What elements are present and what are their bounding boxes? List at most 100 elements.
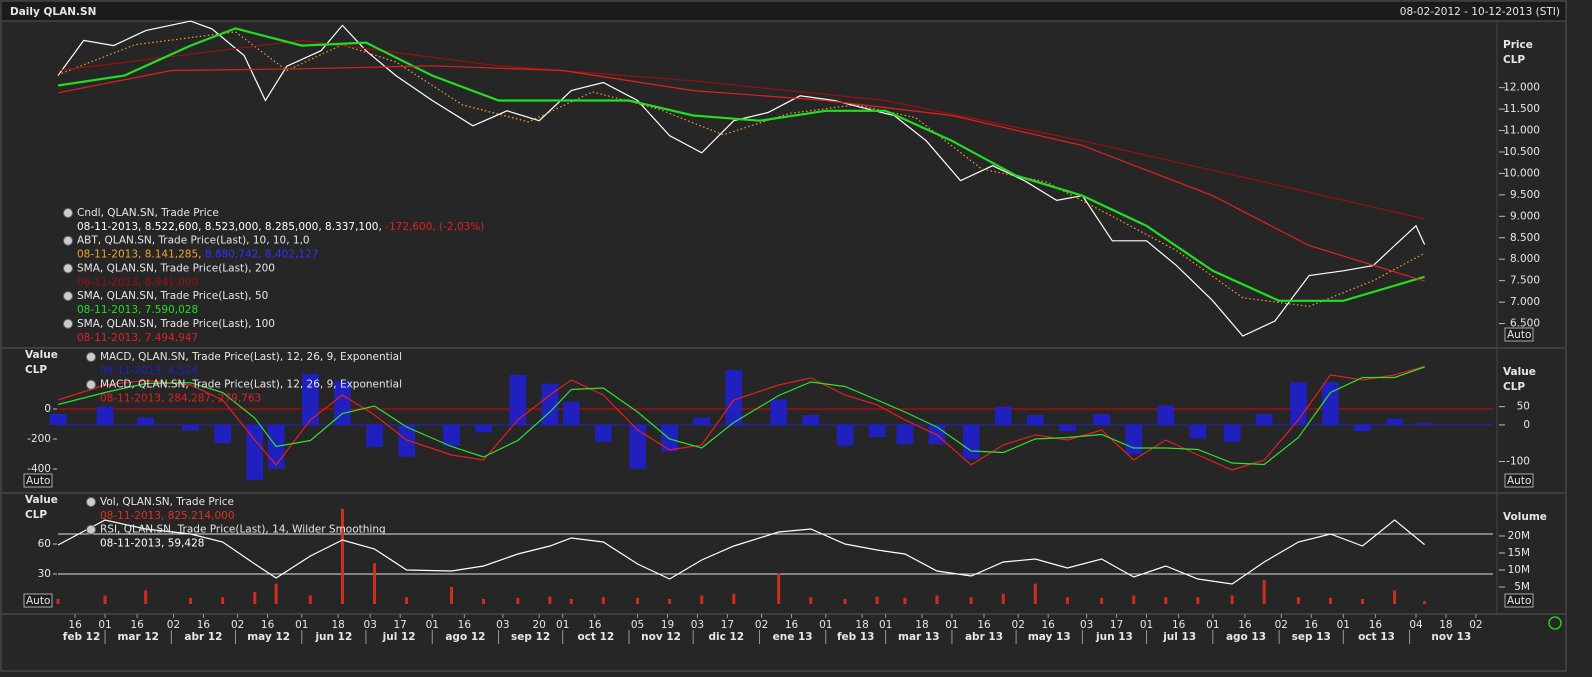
chart-title: Daily QLAN.SN (10, 6, 96, 18)
bar (700, 595, 704, 604)
x-tick-label: 16 (197, 619, 211, 631)
x-tick-label: 18 (331, 619, 344, 631)
x-tick-label: 16 (1172, 619, 1186, 631)
x-tick-label: 16 (68, 619, 82, 631)
y2-tick-label: 5M (1514, 581, 1530, 593)
auto-button[interactable] (23, 593, 53, 608)
legend-name: SMA, QLAN.SN, Trade Price(Last), 200 (77, 262, 275, 274)
bar (569, 598, 573, 604)
bar (1230, 595, 1234, 604)
month-label: oct 12 (577, 631, 614, 643)
bar (777, 573, 781, 604)
bar (725, 370, 743, 425)
y-axis-label: Value (25, 494, 58, 506)
auto-button-label[interactable]: Auto (1507, 595, 1531, 607)
legend-icon (63, 263, 73, 274)
bar (548, 596, 552, 604)
bar (636, 597, 640, 604)
x-tick-label: 01 (1140, 619, 1153, 631)
bar (1196, 597, 1200, 604)
y-tick-label: 11.500 (1503, 103, 1540, 115)
auto-button-label[interactable]: Auto (1507, 329, 1531, 341)
y-tick-label: 30 (38, 568, 51, 580)
month-label: jun 13 (1095, 631, 1133, 643)
bar (843, 598, 847, 604)
month-label: sep 13 (1292, 631, 1331, 643)
series-line (57, 20, 1426, 337)
auto-button-label[interactable]: Auto (1507, 475, 1531, 487)
date-range: 08-02-2012 - 10-12-2013 (STI) (1400, 6, 1560, 18)
bar (482, 598, 486, 604)
x-tick-label: 02 (1012, 619, 1025, 631)
bar (896, 424, 914, 445)
x-tick-label: 17 (721, 619, 734, 631)
auto-button-label[interactable]: Auto (26, 475, 50, 487)
y-axis-label: Price (1503, 39, 1533, 51)
x-tick-label: 01 (1206, 619, 1219, 631)
x-tick-label: 18 (915, 619, 928, 631)
y2-tick-label: 0 (1523, 419, 1530, 431)
legend-icon (63, 208, 73, 218)
x-tick-label: 02 (1469, 619, 1482, 631)
x-tick-label: 19 (661, 619, 674, 631)
bar (253, 592, 257, 604)
y-tick-label: -200 (27, 433, 51, 445)
bar (373, 563, 377, 604)
legend-icon (86, 524, 96, 535)
bar (516, 597, 520, 604)
x-tick-label: 01 (426, 619, 439, 631)
legend-icon (86, 352, 96, 362)
month-label: jun 12 (314, 631, 352, 643)
bar (1157, 405, 1175, 425)
y2-tick-label: 50 (1517, 401, 1530, 413)
y-tick-label: 11.000 (1503, 125, 1540, 137)
x-tick-label: 20 (532, 619, 545, 631)
bar (246, 424, 264, 480)
bar (1393, 590, 1397, 604)
legend-detail-part: 08-11-2013, 7.590,028 (77, 304, 198, 316)
legend-name: MACD, QLAN.SN, Trade Price(Last), 12, 26… (100, 379, 402, 391)
month-label: abr 12 (184, 631, 222, 643)
bar (1296, 597, 1300, 604)
month-label: feb 13 (837, 631, 874, 643)
auto-button[interactable] (1504, 327, 1534, 342)
x-tick-label: 03 (1080, 619, 1093, 631)
series-line (57, 65, 1425, 282)
legend-detail: 08-11-2013, 59,428 (100, 538, 204, 550)
x-tick-label: 16 (977, 619, 991, 631)
legend-detail: 08-11-2013, 8.522,600, 8.523,000, 8.285,… (77, 221, 484, 233)
auto-button-label[interactable]: Auto (26, 595, 50, 607)
bar (1189, 424, 1207, 439)
y-tick-label: 12.000 (1503, 82, 1540, 94)
bar (1386, 418, 1403, 425)
bar (182, 424, 199, 431)
bar (994, 406, 1012, 425)
bar (1033, 583, 1037, 604)
y-tick-label: 0 (44, 403, 51, 415)
bar (629, 424, 646, 469)
bar (732, 593, 736, 604)
x-tick-label: 17 (1110, 619, 1123, 631)
x-tick-label: 01 (98, 619, 111, 631)
bar (443, 424, 460, 446)
y-tick-label: 10.500 (1503, 146, 1540, 158)
series-line (57, 366, 1425, 466)
month-label: jul 12 (382, 631, 416, 643)
legend-detail: 08-11-2013, 4,524 (100, 365, 198, 377)
bar (137, 417, 155, 425)
x-tick-label: 01 (819, 619, 832, 631)
y-tick-label: -400 (27, 463, 51, 475)
auto-button[interactable] (1504, 593, 1534, 608)
x-tick-label: 03 (364, 619, 377, 631)
legend-icon (63, 318, 73, 329)
bar (868, 424, 886, 437)
legend-detail-part: 08-11-2013, 4,524 (100, 365, 198, 377)
auto-button[interactable] (23, 473, 53, 488)
x-tick-label: 16 (1305, 619, 1319, 631)
auto-button[interactable] (1504, 473, 1534, 488)
month-label: nov 13 (1431, 631, 1471, 643)
status-indicator (1548, 616, 1562, 630)
x-tick-label: 02 (167, 619, 180, 631)
series-line (57, 519, 1425, 585)
